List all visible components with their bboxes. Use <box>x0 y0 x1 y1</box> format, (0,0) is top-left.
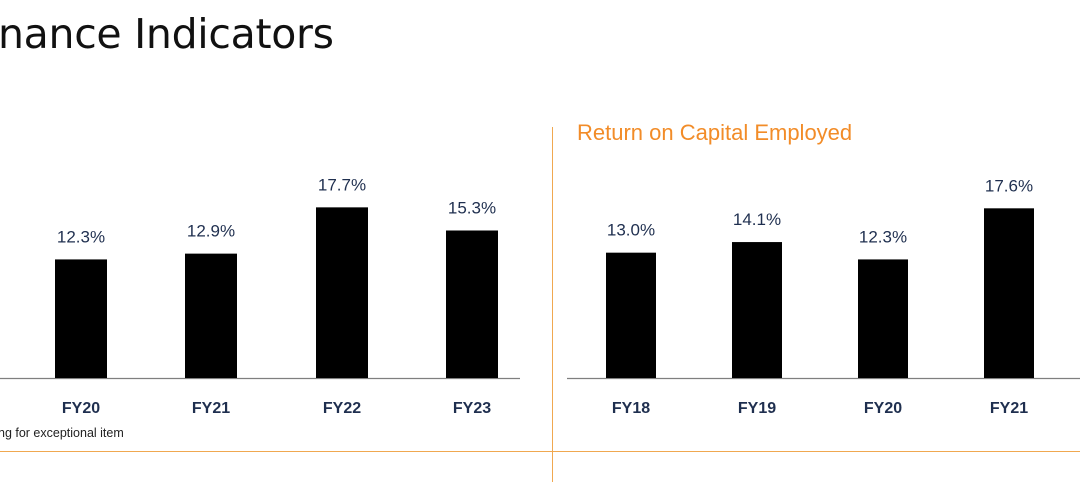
left-category-label: FY21 <box>192 400 230 417</box>
roce-category-label: FY20 <box>864 400 902 417</box>
roce-value-label: 13.0% <box>607 221 655 240</box>
roce-bar-fy19 <box>732 242 782 378</box>
left-value-label: 17.7% <box>318 175 366 194</box>
page-title: nance Indicators <box>0 10 334 58</box>
horizontal-divider <box>0 451 1080 452</box>
roce-category-label: FY18 <box>612 400 650 417</box>
roce-value-label: 14.1% <box>733 210 781 229</box>
left-bar-fy22 <box>316 207 368 378</box>
left-bar-fy20 <box>55 259 107 378</box>
roce-bar-fy18 <box>606 252 656 378</box>
roce-bar-fy20 <box>858 259 908 378</box>
left-value-label: 12.3% <box>57 227 105 246</box>
roce-chart-title: Return on Capital Employed <box>577 120 853 145</box>
left-value-label: 12.9% <box>187 222 235 241</box>
roce-category-label: FY19 <box>738 400 776 417</box>
left-category-label: FY23 <box>453 400 491 417</box>
left-bar-fy21 <box>185 253 237 378</box>
left-value-label: 15.3% <box>448 198 496 217</box>
left-category-label: FY22 <box>323 400 361 417</box>
footnote: ng for exceptional item <box>0 426 124 440</box>
vertical-divider <box>552 127 553 482</box>
roce-category-label: FY21 <box>990 400 1028 417</box>
roce-value-label: 12.3% <box>859 227 907 246</box>
left-category-label: FY20 <box>62 400 100 417</box>
roce-bar-fy21 <box>984 208 1034 378</box>
left-bar-fy23 <box>446 230 498 378</box>
roce-value-label: 17.6% <box>985 176 1033 195</box>
